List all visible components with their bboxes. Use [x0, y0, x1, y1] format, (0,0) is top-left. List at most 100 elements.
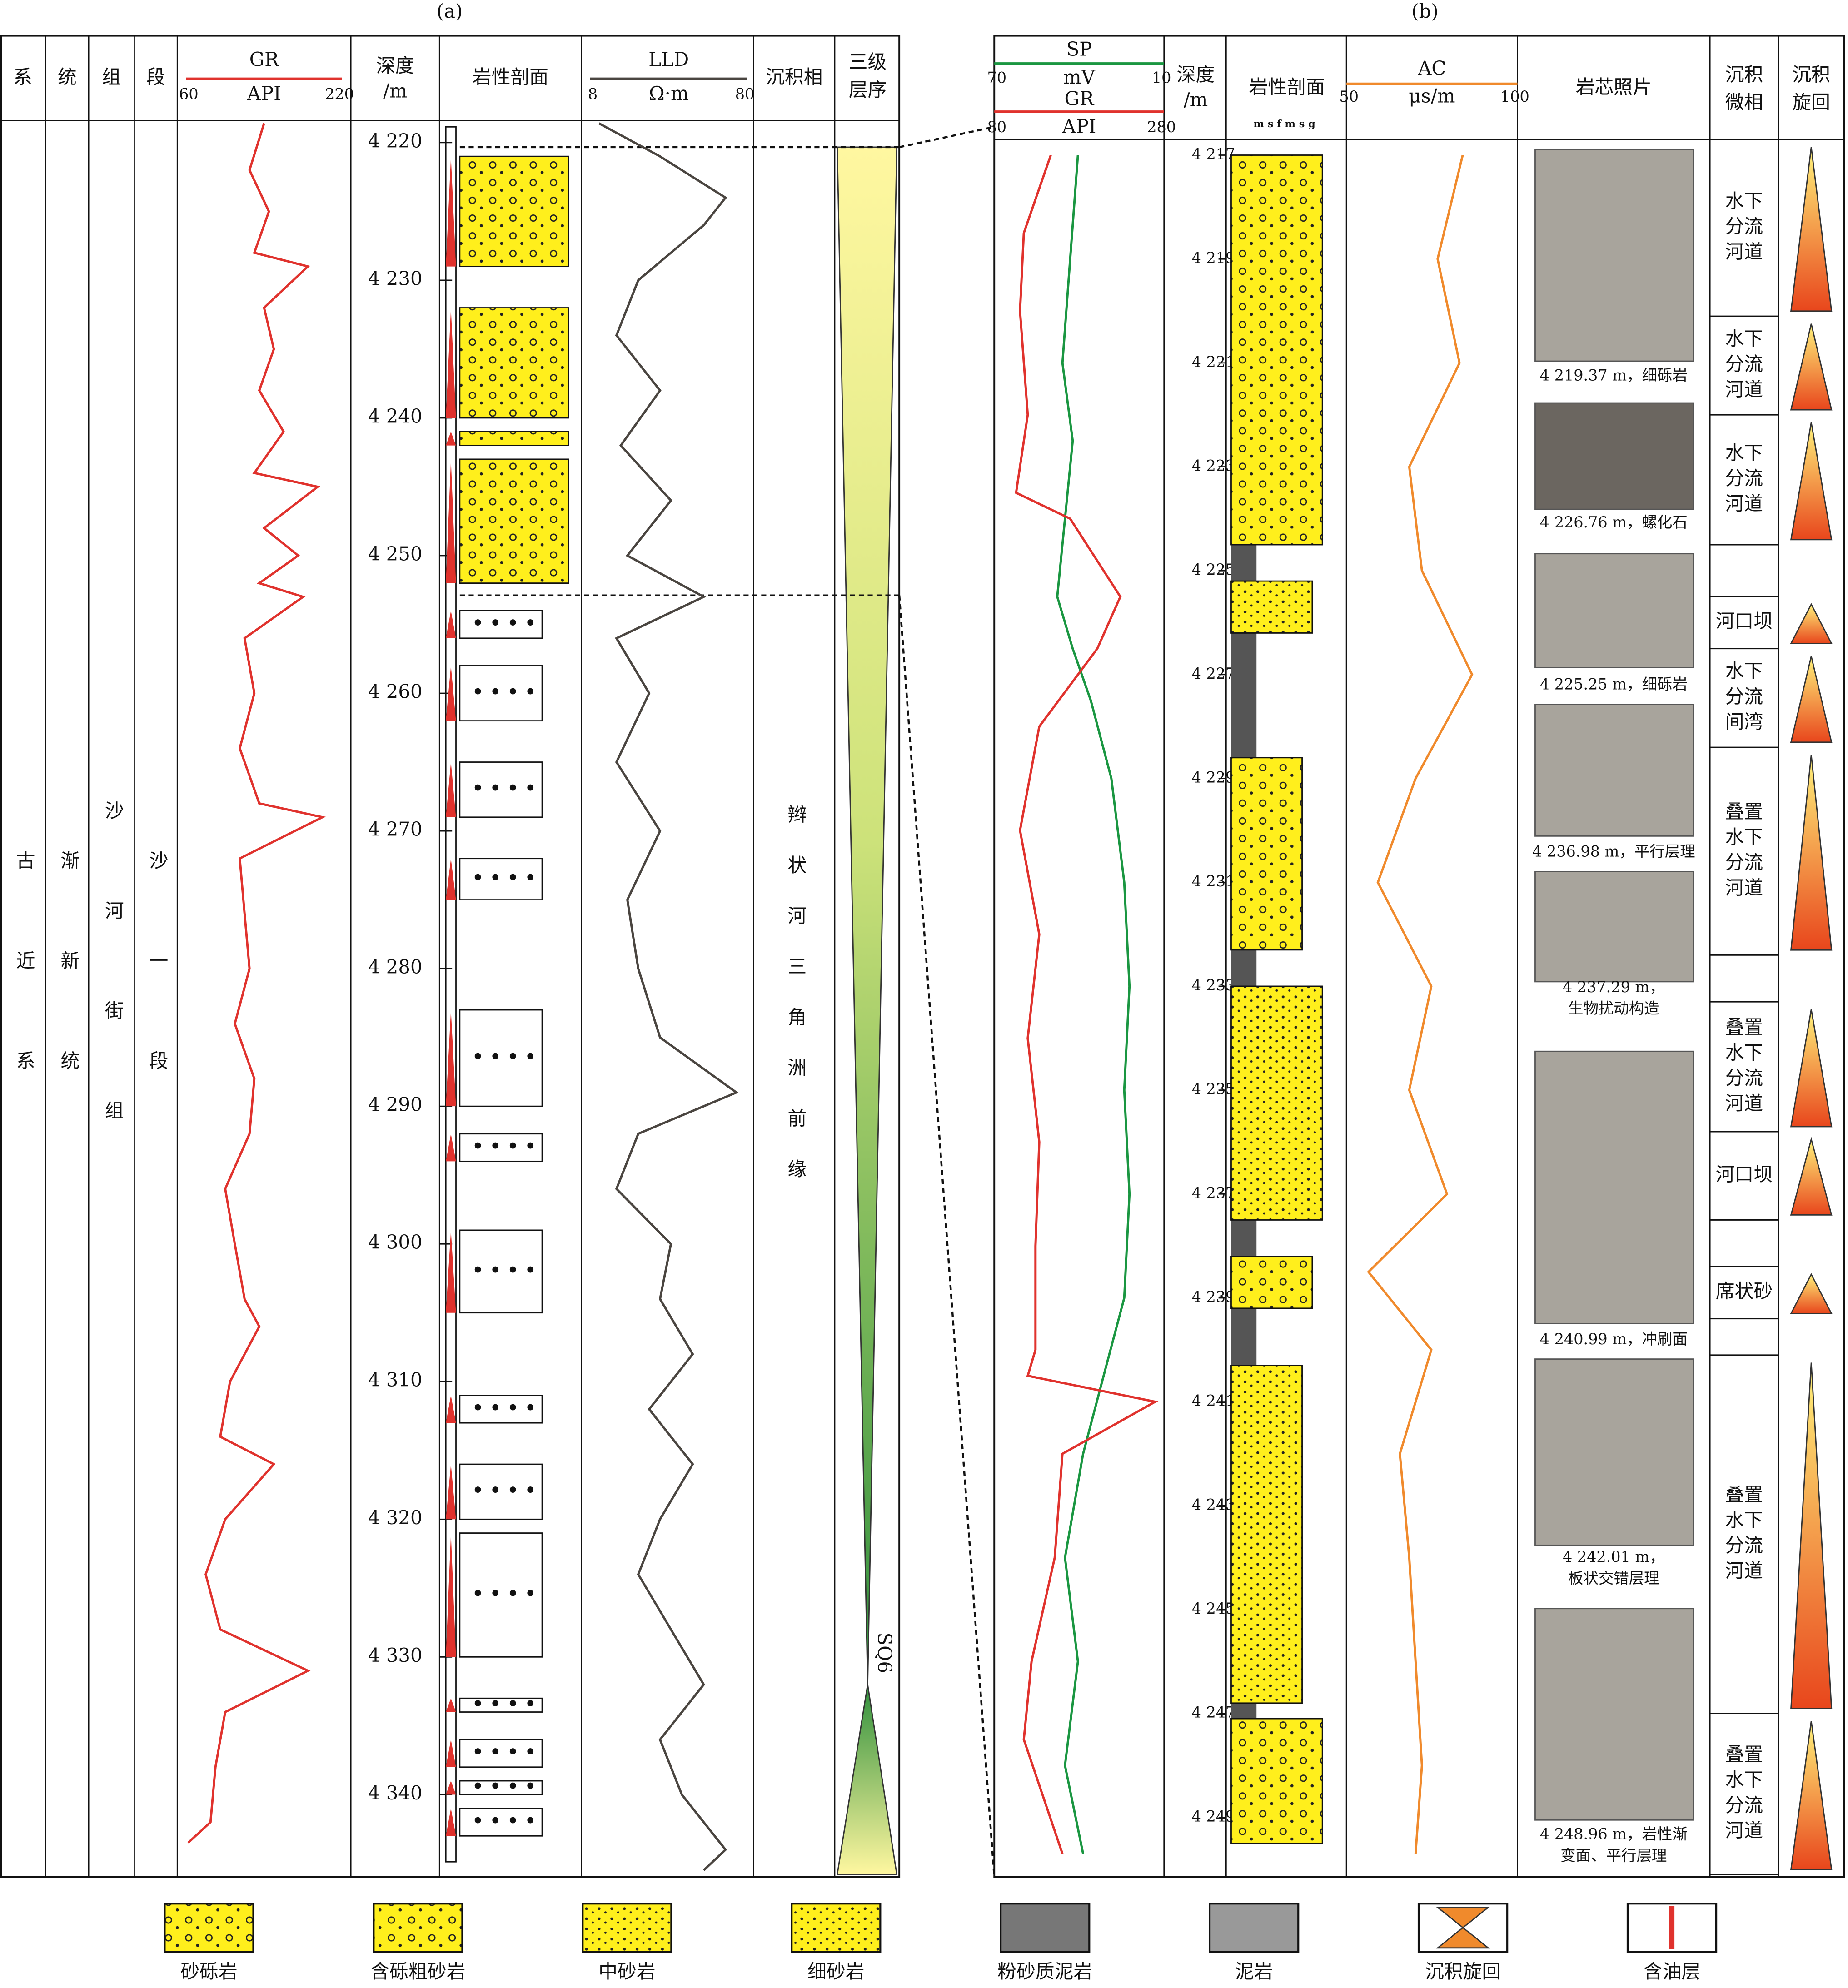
sand-dots: • • • • [472, 1397, 536, 1418]
line: 水下 [1725, 1041, 1763, 1064]
microfacies-label: 席状砂 [1716, 1280, 1773, 1302]
line: 叠置 [1725, 1016, 1763, 1038]
oil-marker [446, 611, 456, 638]
photo-caption: 4 236.98 m，平行层理 [1532, 843, 1695, 860]
scale-max: 280 [1147, 118, 1176, 136]
legend-swatch [791, 1903, 882, 1953]
sand-bed [459, 1697, 543, 1713]
depth-label: 4 290 [368, 1093, 423, 1116]
column-rules [45, 35, 836, 1877]
scale-max: 220 [325, 85, 354, 103]
depth-label: 4 235 [1192, 1080, 1235, 1098]
header: 段 [146, 66, 165, 88]
line: 水下 [1725, 189, 1763, 212]
sand-bed [459, 1532, 543, 1658]
microfacies-label: 叠置水下分流河道 [1725, 1743, 1763, 1841]
sequence-label: SQ6 [873, 1633, 896, 1674]
log-curve [598, 122, 739, 1871]
photo-caption: 4 226.76 m，螺化石 [1540, 513, 1688, 531]
depth-label: 4 320 [368, 1506, 423, 1529]
connectors [459, 126, 996, 1877]
sand-bed [1230, 1256, 1313, 1309]
oil-marker [446, 1533, 456, 1657]
cycle [1790, 603, 1833, 644]
photo-caption: 4 248.96 m，岩性渐 [1540, 1825, 1688, 1843]
curve-unit: μs/m [1409, 85, 1455, 107]
line: 水下 [1725, 327, 1763, 349]
legend-label: 泥岩 [1235, 1960, 1273, 1983]
line: 河口坝 [1716, 610, 1773, 632]
photo-caption: 4 225.25 m，细砾岩 [1540, 676, 1688, 693]
photo-caption: 变面、平行层理 [1560, 1847, 1667, 1864]
depth-label: 4 233 [1192, 976, 1235, 994]
scale-min: 8 [588, 85, 598, 103]
line: 水下 [1725, 1769, 1763, 1791]
core-photo [1534, 1050, 1694, 1324]
depth-label: 4 217 [1192, 145, 1235, 163]
frame [993, 35, 1845, 1878]
strat-label: 渐新统 [58, 850, 80, 1151]
legend-label: 中砂岩 [598, 1960, 655, 1983]
cycle [1790, 1137, 1833, 1216]
depth-label: 4 241 [1192, 1392, 1235, 1410]
depth-label: 4 340 [368, 1782, 423, 1804]
line: 水下 [1725, 1509, 1763, 1531]
sand-bed [1230, 1365, 1303, 1704]
oil-marker [446, 1230, 456, 1313]
depth-label: 4 250 [368, 542, 423, 565]
microfacies-label: 叠置水下分流河道 [1725, 1483, 1763, 1581]
oil-marker [446, 1464, 456, 1520]
sand-dots: • • • • [472, 1046, 536, 1067]
photo-caption: 板状交错层理 [1568, 1570, 1659, 1587]
sand-dots: • • • • [472, 1260, 536, 1281]
oil-marker [446, 1808, 456, 1836]
depth-label: 4 223 [1192, 457, 1235, 475]
line: 河道 [1725, 1559, 1763, 1581]
oil-marker [446, 432, 456, 446]
legend-swatch [373, 1903, 463, 1953]
scale-max: 100 [1500, 88, 1529, 105]
line: 席状砂 [1716, 1280, 1773, 1302]
oil-marker [446, 1133, 456, 1162]
scale-max: 10 [1152, 69, 1171, 86]
sand-bed [459, 761, 543, 818]
log-curve [1367, 154, 1474, 1854]
scale-min: 50 [1339, 88, 1359, 105]
depth-label: 4 221 [1192, 353, 1235, 371]
oil-marker [446, 1395, 456, 1423]
log-curve [187, 123, 326, 1844]
core-photo [1534, 704, 1694, 837]
sand-dots: • • • • [472, 778, 536, 799]
curve-unit: Ω·m [649, 82, 689, 104]
curve-name: SP [1066, 38, 1092, 60]
legend-swatch [582, 1903, 672, 1953]
legend-label: 含油层 [1644, 1960, 1700, 1983]
header: 层序 [849, 79, 887, 101]
oil-marker [446, 762, 456, 817]
depth-label: 4 300 [368, 1231, 423, 1253]
line: 分流 [1725, 1534, 1763, 1556]
depth-label: 4 237 [1192, 1184, 1235, 1202]
legend-label: 含砾粗砂岩 [370, 1960, 465, 1983]
header: 沉积 [1725, 63, 1763, 85]
sand-bed [459, 1808, 543, 1837]
sand-bed [459, 1780, 543, 1795]
depth-label: 4 231 [1192, 872, 1235, 890]
microfacies-label: 水下分流河道 [1725, 327, 1763, 400]
core-photo [1534, 553, 1694, 668]
column-rules [1163, 35, 1779, 1877]
oil-marker [446, 666, 456, 721]
sand-bed [459, 1009, 543, 1107]
depth-label: 4 239 [1192, 1288, 1235, 1306]
line: 河道 [1725, 876, 1763, 899]
line: 叠置 [1725, 1483, 1763, 1506]
sand-bed [459, 431, 569, 446]
microfacies-label: 水下分流河道 [1725, 189, 1763, 263]
legend-label: 细砂岩 [807, 1960, 864, 1983]
sequence-fall [837, 146, 897, 1685]
panel-label: (b) [1411, 0, 1438, 22]
cycle [1790, 1009, 1833, 1128]
depth-bar [445, 126, 457, 1863]
cycle [1790, 147, 1833, 312]
microfacies-label: 河口坝 [1716, 610, 1773, 632]
